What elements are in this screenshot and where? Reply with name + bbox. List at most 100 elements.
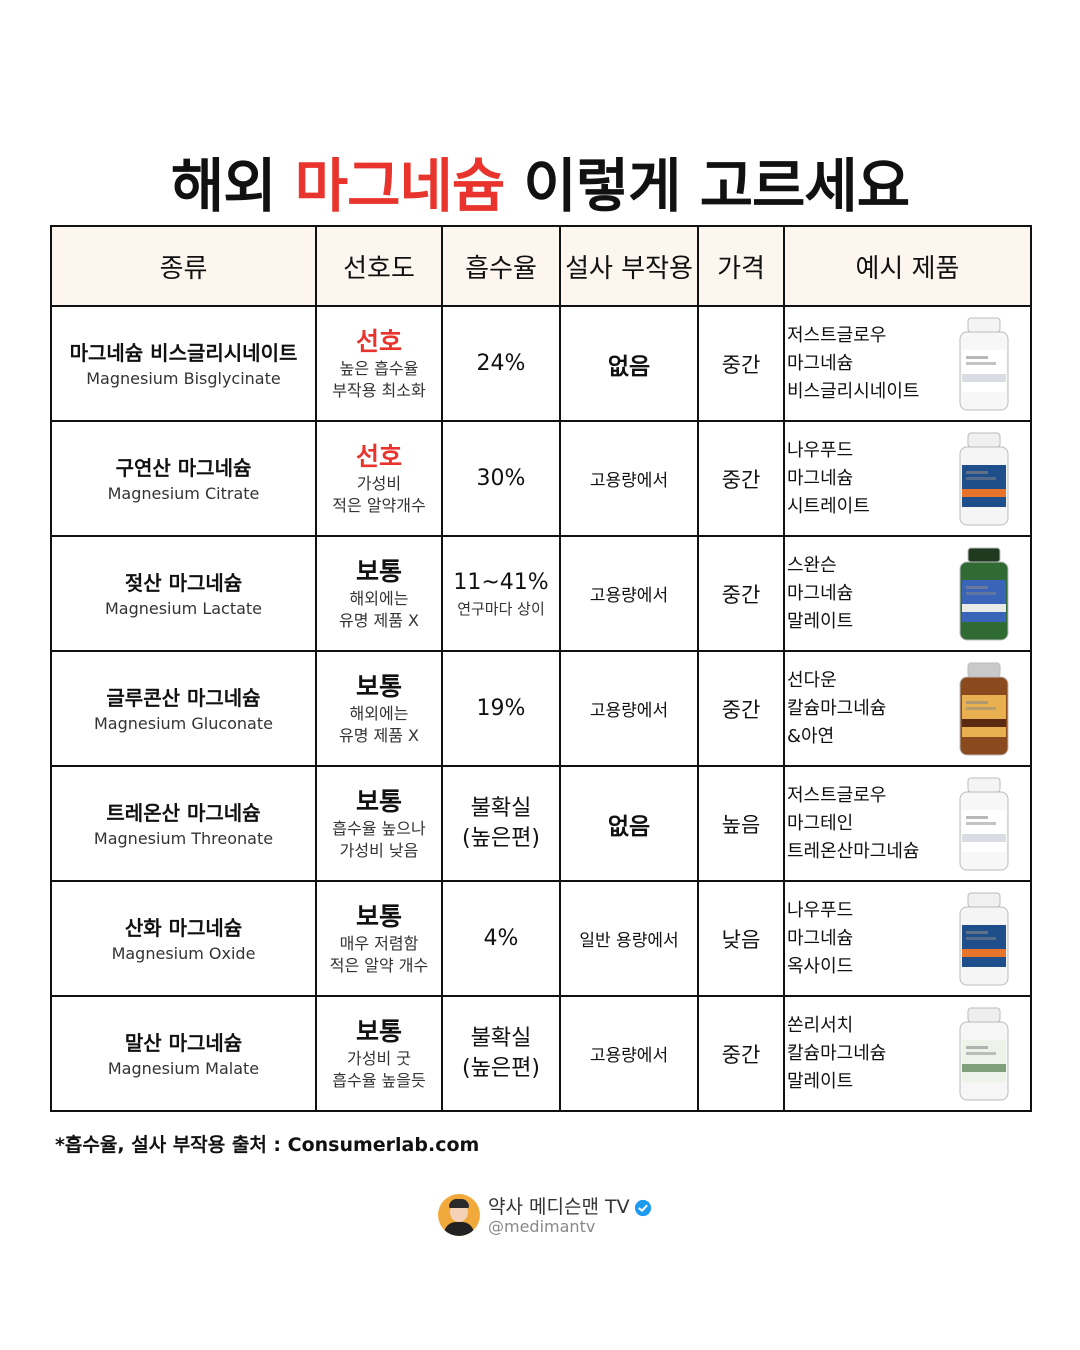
absorption-cell: 24% <box>441 305 561 422</box>
absorption-value: 30% <box>476 465 526 491</box>
absorption-note: (높은편) <box>462 1055 540 1081</box>
price-cell: 중간 <box>697 535 785 652</box>
product-line: 마그네슘 <box>787 582 854 604</box>
product-bottle-icon <box>959 317 1009 410</box>
price-cell: 중간 <box>697 420 785 537</box>
type-name-ko: 트레온산 마그네슘 <box>106 800 261 825</box>
type-cell: 산화 마그네슘 Magnesium Oxide <box>50 880 317 997</box>
preference-label: 보통 <box>355 1016 402 1046</box>
header-row: 종류 선호도 흡수율 설사 부작용 가격 예시 제품 <box>50 225 1032 307</box>
type-name-ko: 젖산 마그네슘 <box>124 570 243 595</box>
absorption-cell: 11~41% 연구마다 상이 <box>441 535 561 652</box>
absorption-value: 11~41% <box>453 569 549 595</box>
preference-note-1: 매우 저렴함 <box>339 933 419 953</box>
type-cell: 글루콘산 마그네슘 Magnesium Gluconate <box>50 650 317 767</box>
absorption-cell: 4% <box>441 880 561 997</box>
preference-cell: 보통 매우 저렴함 적은 알약 개수 <box>315 880 443 997</box>
price-cell: 중간 <box>697 305 785 422</box>
product-name: 저스트글로우 마그네슘 비스글리시네이트 <box>787 322 937 406</box>
table-row: 트레온산 마그네슘 Magnesium Threonate 보통 흡수율 높으나 가성비… <box>50 765 1032 882</box>
product-line: &아연 <box>787 725 835 747</box>
table-row: 구연산 마그네슘 Magnesium Citrate 선호 가성비 적은 알약개수 30%… <box>50 420 1032 537</box>
col-header-price: 가격 <box>697 225 785 307</box>
absorption-cell: 불확실 (높은편) <box>441 995 561 1112</box>
price-cell: 높음 <box>697 765 785 882</box>
product-bottle-icon <box>959 432 1009 525</box>
product-cell: 나우푸드 마그네슘 옥사이드 <box>783 880 1032 997</box>
comparison-table: 종류 선호도 흡수율 설사 부작용 가격 예시 제품 마그네슘 비스글리시네이트… <box>50 225 1032 1112</box>
product-line: 스완슨 <box>787 554 837 576</box>
diarrhea-cell: 고용량에서 <box>559 420 699 537</box>
absorption-cell: 19% <box>441 650 561 767</box>
type-cell: 트레온산 마그네슘 Magnesium Threonate <box>50 765 317 882</box>
table-row: 산화 마그네슘 Magnesium Oxide 보통 매우 저렴함 적은 알약 개수 4%… <box>50 880 1032 997</box>
title-prefix: 해외 <box>170 151 295 220</box>
product-line: 마그테인 <box>787 812 854 834</box>
preference-note-1: 가성비 <box>356 473 402 493</box>
title-accent: 마그네슘 <box>294 151 505 220</box>
page-title: 해외 마그네슘 이렇게 고르세요 <box>0 139 1080 223</box>
price-cell: 중간 <box>697 650 785 767</box>
title-suffix: 이렇게 고르세요 <box>504 151 910 220</box>
type-cell: 마그네슘 비스글리시네이트 Magnesium Bisglycinate <box>50 305 317 422</box>
product-bottle-icon <box>959 777 1009 870</box>
product-line: 옥사이드 <box>787 955 854 977</box>
preference-cell: 보통 가성비 굿 흡수율 높을듯 <box>315 995 443 1112</box>
type-name-en: Magnesium Citrate <box>107 483 260 503</box>
product-line: 쏜리서치 <box>787 1014 854 1036</box>
preference-cell: 선호 가성비 적은 알약개수 <box>315 420 443 537</box>
preference-label: 보통 <box>355 556 402 586</box>
type-name-en: Magnesium Threonate <box>93 828 274 848</box>
preference-label: 보통 <box>355 786 402 816</box>
preference-note-1: 흡수율 높으나 <box>332 818 426 838</box>
type-name-ko: 글루콘산 마그네슘 <box>106 685 261 710</box>
col-header-type: 종류 <box>50 225 317 307</box>
col-header-absorption: 흡수율 <box>441 225 561 307</box>
preference-cell: 보통 흡수율 높으나 가성비 낮음 <box>315 765 443 882</box>
preference-note-2: 적은 알약개수 <box>332 495 426 515</box>
product-line: 나우푸드 <box>787 899 854 921</box>
type-name-en: Magnesium Bisglycinate <box>86 368 281 388</box>
product-bottle-icon <box>959 662 1009 755</box>
price-cell: 낮음 <box>697 880 785 997</box>
verified-badge-icon <box>634 1199 651 1216</box>
product-line: 말레이트 <box>787 610 854 632</box>
source-note: *흡수율, 설사 부작용 출처 : Consumerlab.com <box>55 1134 480 1156</box>
diarrhea-cell: 고용량에서 <box>559 995 699 1112</box>
diarrhea-cell: 고용량에서 <box>559 650 699 767</box>
product-line: 마그네슘 <box>787 467 854 489</box>
product-line: 말레이트 <box>787 1070 854 1092</box>
col-header-product: 예시 제품 <box>783 225 1032 307</box>
absorption-value: 불확실 <box>470 795 532 821</box>
product-line: 칼슘마그네슘 <box>787 1042 887 1064</box>
table-row: 마그네슘 비스글리시네이트 Magnesium Bisglycinate 선호 높은 … <box>50 305 1032 422</box>
type-cell: 구연산 마그네슘 Magnesium Citrate <box>50 420 317 537</box>
product-line: 시트레이트 <box>787 495 870 517</box>
preference-label: 선호 <box>355 441 402 471</box>
product-line: 칼슘마그네슘 <box>787 697 887 719</box>
product-bottle-icon <box>959 892 1009 985</box>
preference-label: 선호 <box>355 326 402 356</box>
preference-note-2: 유명 제품 X <box>338 725 419 745</box>
product-line: 저스트글로우 <box>787 784 887 806</box>
absorption-value: 4% <box>483 925 519 951</box>
col-header-preference: 선호도 <box>315 225 443 307</box>
preference-note-2: 가성비 낮음 <box>339 840 419 860</box>
type-name-en: Magnesium Malate <box>107 1058 260 1078</box>
absorption-note: 연구마다 상이 <box>457 599 545 618</box>
product-line: 비스글리시네이트 <box>787 380 920 402</box>
type-name-ko: 산화 마그네슘 <box>124 915 243 940</box>
preference-label: 보통 <box>355 901 402 931</box>
product-name: 저스트글로우 마그테인 트레온산마그네슘 <box>787 782 937 866</box>
channel-name-line: 약사 메디슨맨 TV <box>488 1192 652 1219</box>
product-line: 나우푸드 <box>787 439 854 461</box>
product-bottle-icon <box>959 547 1009 640</box>
type-name-en: Magnesium Lactate <box>104 598 263 618</box>
preference-note-1: 해외에는 <box>349 703 409 723</box>
preference-note-2: 흡수율 높을듯 <box>332 1070 426 1090</box>
type-name-en: Magnesium Oxide <box>111 943 256 963</box>
